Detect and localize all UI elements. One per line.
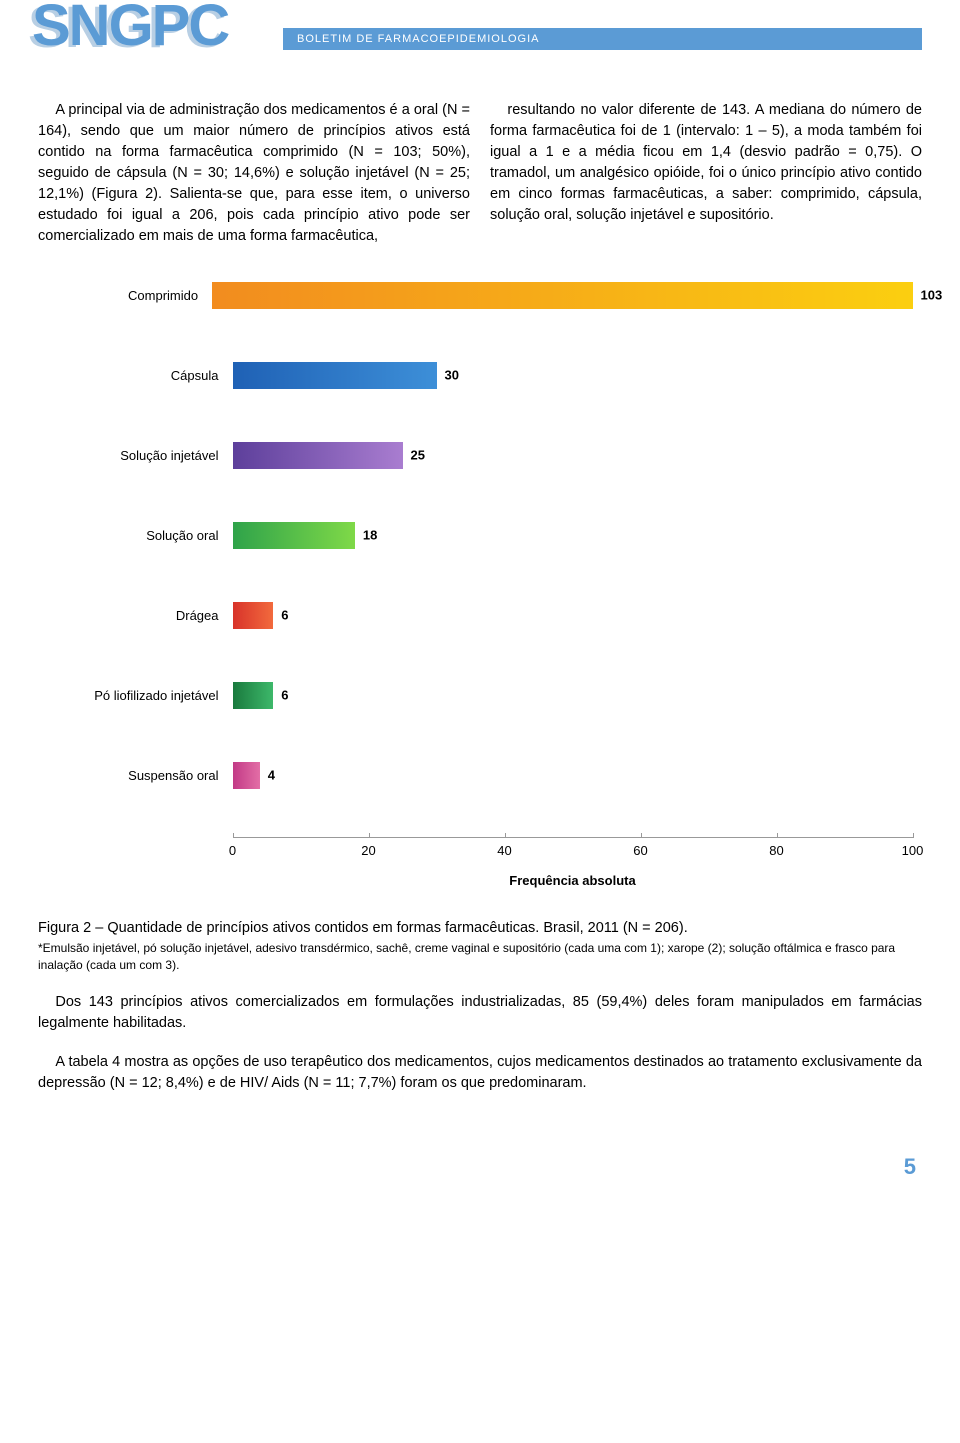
axis-title: Frequência absoluta bbox=[233, 873, 913, 888]
bar-value: 30 bbox=[437, 368, 459, 383]
axis-tick bbox=[233, 833, 234, 838]
bar-row-5: Pó liofilizado injetável 6 bbox=[48, 677, 913, 713]
bar-track: 103 bbox=[212, 282, 912, 309]
x-axis: 020406080100 bbox=[233, 837, 913, 867]
header-bar-text: BOLETIM DE FARMACOEPIDEMIOLOGIA bbox=[297, 33, 539, 45]
bar-track: 30 bbox=[233, 362, 913, 389]
page-header: SNGPC SNGPC BOLETIM DE FARMACOEPIDEMIOLO… bbox=[38, 0, 922, 80]
body-paragraph-1: Dos 143 princípios ativos comercializado… bbox=[38, 992, 922, 1034]
chart-figure-2: Comprimido 103 Cápsula 30 Solução injetá… bbox=[38, 277, 922, 888]
axis-tick-label: 60 bbox=[633, 843, 647, 858]
bar-track: 6 bbox=[233, 682, 913, 709]
bar-track: 18 bbox=[233, 522, 913, 549]
body-paragraph-2: A tabela 4 mostra as opções de uso terap… bbox=[38, 1052, 922, 1094]
axis-tick-label: 40 bbox=[497, 843, 511, 858]
figure-footnote: *Emulsão injetável, pó solução injetável… bbox=[38, 940, 922, 974]
bar-label: Comprimido bbox=[48, 288, 213, 303]
figure-caption: Figura 2 – Quantidade de princípios ativ… bbox=[38, 918, 922, 938]
axis-tick bbox=[913, 833, 914, 838]
axis-tick bbox=[777, 833, 778, 838]
bar: 6 bbox=[233, 682, 274, 709]
bar-row-1: Cápsula 30 bbox=[48, 357, 913, 393]
column-right-p: resultando no valor diferente de 143. A … bbox=[490, 100, 922, 226]
page-number: 5 bbox=[38, 1154, 922, 1180]
bar-label: Cápsula bbox=[48, 368, 233, 383]
bar-track: 6 bbox=[233, 602, 913, 629]
bar-row-2: Solução injetável 25 bbox=[48, 437, 913, 473]
bar-value: 6 bbox=[273, 688, 288, 703]
bar: 103 bbox=[212, 282, 912, 309]
bar-value: 103 bbox=[913, 288, 943, 303]
bar-row-6: Suspensão oral 4 bbox=[48, 757, 913, 793]
bar-track: 4 bbox=[233, 762, 913, 789]
axis-tick-label: 100 bbox=[902, 843, 924, 858]
column-left: A principal via de administração dos med… bbox=[38, 100, 470, 247]
axis-tick bbox=[505, 833, 506, 838]
bar-label: Solução oral bbox=[48, 528, 233, 543]
column-left-p: A principal via de administração dos med… bbox=[38, 100, 470, 247]
bar: 25 bbox=[233, 442, 403, 469]
axis-tick bbox=[369, 833, 370, 838]
bar: 4 bbox=[233, 762, 260, 789]
bar-row-3: Solução oral 18 bbox=[48, 517, 913, 553]
bar-value: 4 bbox=[260, 768, 275, 783]
bar-label: Suspensão oral bbox=[48, 768, 233, 783]
bar-value: 6 bbox=[273, 608, 288, 623]
axis-tick bbox=[641, 833, 642, 838]
bar-label: Pó liofilizado injetável bbox=[48, 688, 233, 703]
column-right: resultando no valor diferente de 143. A … bbox=[490, 100, 922, 247]
bar: 30 bbox=[233, 362, 437, 389]
bar-row-0: Comprimido 103 bbox=[48, 277, 913, 313]
bar-row-4: Drágea 6 bbox=[48, 597, 913, 633]
bar-chart: Comprimido 103 Cápsula 30 Solução injetá… bbox=[48, 277, 913, 888]
bar-label: Drágea bbox=[48, 608, 233, 623]
bar: 6 bbox=[233, 602, 274, 629]
bar-value: 18 bbox=[355, 528, 377, 543]
axis-tick-label: 20 bbox=[361, 843, 375, 858]
bar-track: 25 bbox=[233, 442, 913, 469]
axis-tick-label: 0 bbox=[229, 843, 236, 858]
text-columns: A principal via de administração dos med… bbox=[38, 100, 922, 247]
axis-tick-label: 80 bbox=[769, 843, 783, 858]
logo: SNGPC bbox=[32, 0, 228, 52]
bar-value: 25 bbox=[403, 448, 425, 463]
header-bar: BOLETIM DE FARMACOEPIDEMIOLOGIA bbox=[283, 28, 922, 50]
bar-label: Solução injetável bbox=[48, 448, 233, 463]
bar: 18 bbox=[233, 522, 355, 549]
